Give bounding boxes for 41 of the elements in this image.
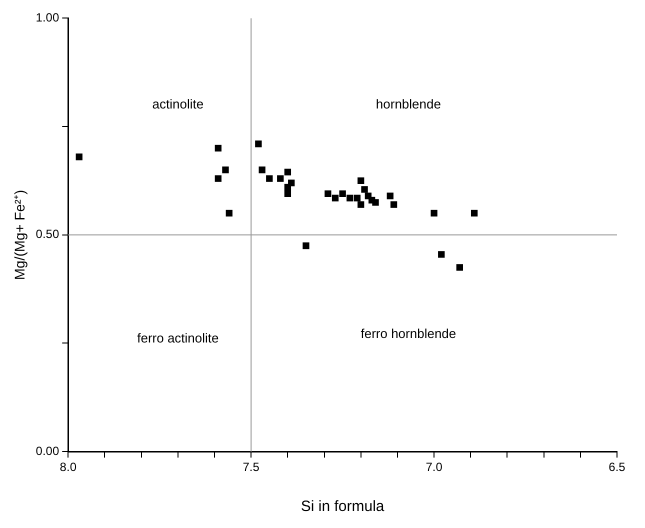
point — [372, 199, 379, 206]
point — [214, 144, 222, 152]
point — [438, 251, 445, 258]
y-tick-label: 0.00 — [36, 444, 60, 458]
annotation: ferro actinolite — [137, 330, 219, 346]
point — [284, 190, 292, 198]
point — [358, 201, 364, 208]
point — [255, 140, 262, 148]
point — [361, 186, 368, 193]
point — [430, 210, 438, 217]
point — [222, 166, 229, 174]
annotation: ferro hornblende — [360, 326, 456, 342]
point — [358, 177, 364, 184]
point — [226, 210, 232, 217]
point — [354, 194, 361, 202]
point — [470, 210, 478, 217]
annotation: actinolite — [152, 96, 204, 112]
point — [324, 190, 332, 198]
y-tick-label: 0.50 — [36, 227, 60, 242]
point — [332, 194, 339, 202]
y-axis-title: Mg/(Mg+ Fe²⁺) — [11, 190, 28, 280]
point — [390, 201, 398, 208]
annotation: hornblende — [376, 96, 441, 112]
point — [284, 184, 292, 191]
x-tick-label: 8.0 — [60, 460, 77, 474]
point — [284, 168, 292, 176]
point — [386, 192, 394, 200]
point — [456, 264, 463, 271]
x-tick-label: 6.5 — [608, 460, 626, 474]
point — [266, 175, 273, 182]
x-axis-title: Si in formula — [300, 498, 385, 516]
point — [258, 166, 266, 174]
point — [277, 175, 284, 182]
point — [76, 154, 82, 160]
x-tick-label: 7.5 — [242, 460, 260, 474]
y-tick-label: 1.00 — [36, 10, 60, 25]
point — [214, 175, 222, 182]
point — [302, 242, 310, 250]
point — [346, 194, 354, 202]
point — [339, 190, 346, 198]
x-tick-label: 7.0 — [426, 460, 443, 474]
